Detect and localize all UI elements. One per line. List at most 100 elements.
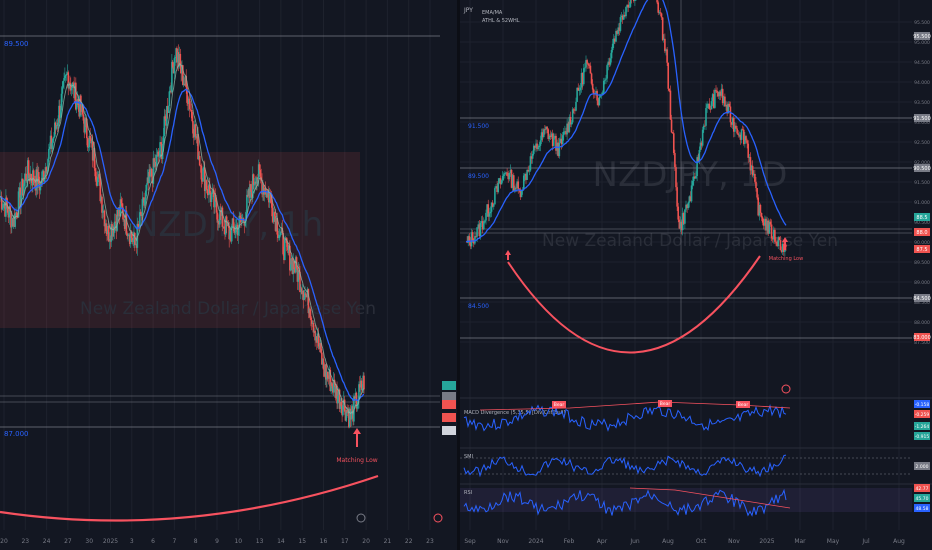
candle-body <box>314 330 316 341</box>
candle-body <box>591 83 594 90</box>
candle-body <box>671 132 674 134</box>
candle-body <box>4 204 6 217</box>
candle-body <box>82 114 85 121</box>
candle-body <box>514 187 516 191</box>
candle-body <box>197 134 199 160</box>
candle-body <box>226 222 229 226</box>
candle-body <box>209 184 211 193</box>
left-zone <box>0 152 360 328</box>
candle-body <box>351 406 354 411</box>
candle-body <box>92 148 95 161</box>
candle-body <box>488 213 491 217</box>
candle-body <box>130 231 133 239</box>
candle-body <box>21 178 23 195</box>
candle-body <box>311 323 314 324</box>
left-subtitle: New Zealand Dollar / Japanese Yen <box>80 299 376 319</box>
x-tick-label: 13 <box>256 538 264 545</box>
left-level-label: 89.500 <box>4 40 29 48</box>
smi-line <box>463 454 787 478</box>
candle-body <box>496 186 498 193</box>
candle-body <box>91 140 94 161</box>
candle-body <box>616 30 618 34</box>
candle-body <box>0 196 3 210</box>
candle-body <box>276 218 279 235</box>
x-tick-label: Aug <box>893 538 905 545</box>
left-event-icon[interactable] <box>356 513 366 523</box>
candle-body <box>478 224 481 237</box>
candle-body <box>740 129 743 140</box>
candle-body <box>479 222 482 237</box>
candle-body <box>304 293 306 298</box>
candle-body <box>106 231 108 235</box>
candle-body <box>744 136 746 144</box>
y-tick-label: 89.500 <box>914 260 930 266</box>
candle-body <box>266 191 268 198</box>
candle-body <box>245 212 247 222</box>
candle-body <box>68 82 70 89</box>
candle-body <box>148 169 150 184</box>
candle-body <box>670 119 673 133</box>
candle-body <box>150 168 152 177</box>
x-tick-label: 17 <box>341 538 349 545</box>
candle-body <box>36 169 38 188</box>
right-currency: JPY <box>463 7 473 14</box>
candle-body <box>127 235 129 237</box>
candle-body <box>699 142 702 151</box>
candle-body <box>2 204 5 208</box>
candle-body <box>160 144 163 159</box>
candle-body <box>105 223 107 232</box>
candle-body <box>528 170 531 172</box>
panel-divider[interactable] <box>457 0 460 550</box>
candle-body <box>597 100 600 106</box>
indicator-tag-text: 2.000 <box>916 464 929 470</box>
candle-body <box>216 212 219 223</box>
candle-body <box>120 199 123 204</box>
candle-body <box>775 241 777 243</box>
candle-body <box>129 231 132 245</box>
candle-body <box>501 176 504 181</box>
candle-body <box>23 179 26 187</box>
right-event-icon[interactable] <box>781 384 791 394</box>
candle-body <box>766 220 768 231</box>
macd-signals: Bear Bear Bear <box>552 400 750 408</box>
candle-body <box>261 180 263 195</box>
candle-body <box>504 172 506 175</box>
candle-body <box>16 217 19 219</box>
candle-body <box>142 197 145 200</box>
candle-body <box>83 120 86 133</box>
candle-body <box>605 78 607 80</box>
candle-body <box>135 243 138 248</box>
candle-body <box>17 191 20 218</box>
rsi-divergence-line <box>629 487 791 509</box>
candle-body <box>336 385 338 404</box>
candle-body <box>75 82 77 110</box>
candle-body <box>214 195 217 202</box>
y-tick-label: 91.000 <box>914 200 930 206</box>
right-chart-panel[interactable]: JPY EMA/MA ATHL & 52WHL NZDJPY, 1D New Z… <box>460 0 932 550</box>
price-tag <box>914 245 930 253</box>
candle-body <box>661 17 664 40</box>
candle-body <box>346 410 348 414</box>
candle-body <box>172 67 175 74</box>
right-grid <box>460 0 912 530</box>
candle-body <box>184 75 187 86</box>
candle-body <box>188 98 191 110</box>
left-ema-line <box>0 88 365 402</box>
candle-body <box>569 116 572 125</box>
candle-body <box>468 236 471 241</box>
candle-body <box>101 196 103 213</box>
candle-body <box>717 93 720 97</box>
y-tick-label: 88.500 <box>914 300 930 306</box>
left-chart-panel[interactable]: NZDJPY, 1h New Zealand Dollar / Japanese… <box>0 0 458 550</box>
candle-body <box>621 15 624 20</box>
candle-body <box>578 90 581 92</box>
candle-body <box>679 221 682 229</box>
candle-body <box>626 4 628 8</box>
candle-body <box>28 174 31 182</box>
candle-body <box>704 125 706 127</box>
candle-body <box>165 118 167 126</box>
candle-body <box>113 221 116 233</box>
left-event-icon[interactable] <box>433 513 443 523</box>
candle-body <box>59 105 61 118</box>
candle-body <box>705 108 707 126</box>
